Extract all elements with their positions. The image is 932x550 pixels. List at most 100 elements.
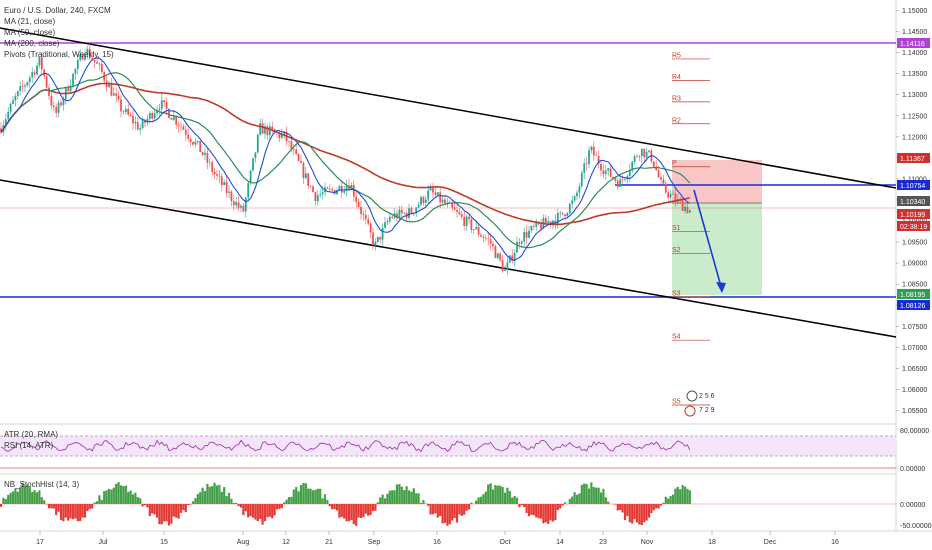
- candle-body: [261, 123, 264, 134]
- stoch-bar: [467, 504, 471, 510]
- candle-body: [86, 48, 89, 55]
- stoch-bar: [659, 504, 663, 506]
- stoch-bar: [103, 491, 106, 504]
- stoch-bar: [652, 504, 655, 511]
- stoch-bar: [227, 492, 231, 504]
- candle-body: [331, 188, 334, 191]
- take-profit-zone: [672, 203, 762, 295]
- stoch-bar: [503, 492, 507, 504]
- stoch-bar: [278, 504, 281, 510]
- candle-body: [672, 193, 674, 195]
- candle-body: [237, 202, 240, 208]
- candle-body: [115, 93, 118, 96]
- stoch-bar: [251, 504, 255, 518]
- candle-body: [580, 172, 583, 187]
- candle-body: [192, 142, 194, 145]
- price-tick-label: 1.09500: [902, 240, 927, 247]
- candle-body: [38, 57, 41, 66]
- candle-body: [372, 232, 374, 246]
- candle-body: [124, 108, 127, 113]
- stoch-bar: [4, 499, 7, 504]
- candle-body: [206, 152, 209, 163]
- candle-body: [148, 112, 151, 119]
- stoch-bar: [304, 483, 307, 504]
- stoch-bar: [165, 504, 168, 522]
- stoch-bar: [16, 491, 19, 504]
- candle-body: [252, 158, 254, 171]
- legend-ma200: MA (200, close): [4, 39, 60, 48]
- badge-target-bg: [897, 289, 930, 299]
- stoch-bar: [179, 504, 183, 513]
- stoch-bar: [328, 504, 331, 507]
- candle-body: [636, 156, 638, 157]
- stoch-bar: [537, 504, 540, 519]
- candle-body: [132, 115, 134, 124]
- candle-body: [93, 60, 96, 63]
- candle-body: [187, 134, 190, 139]
- event-icon[interactable]: [684, 405, 696, 417]
- pivot-label: P: [672, 160, 677, 167]
- price-badges: 1.14116 1.11367 1.10754 1.10340 1.10199 …: [897, 38, 932, 530]
- candle-body: [319, 194, 322, 196]
- stoch-bar: [395, 484, 399, 504]
- candle-body: [247, 183, 250, 198]
- stoch-bar: [175, 504, 178, 518]
- stoch-bar: [347, 504, 351, 522]
- candle-body: [292, 149, 295, 150]
- pivot-levels: R5 R4 R3 R2 P S1 S2 S3 S4 S5: [672, 52, 710, 406]
- candle-body: [664, 183, 667, 193]
- time-tick-label: 16: [433, 539, 441, 546]
- candle-body: [511, 255, 514, 261]
- stoch-bar: [542, 504, 545, 524]
- candle-body: [540, 224, 542, 229]
- candle-body: [295, 149, 298, 155]
- stoch-bar: [388, 490, 391, 504]
- stoch-bar: [59, 504, 63, 521]
- candle-body: [177, 124, 180, 126]
- ma21-line: [0, 57, 691, 262]
- candle-body: [619, 179, 622, 188]
- badge-countdown-bg: [897, 221, 930, 231]
- stoch-bar: [129, 490, 132, 504]
- channel-lower-line[interactable]: [0, 179, 897, 338]
- candle-body: [674, 193, 677, 203]
- stoch-bar: [287, 497, 291, 504]
- candle-body: [28, 77, 31, 83]
- pivot-label: S1: [672, 225, 681, 232]
- candle-body: [669, 194, 672, 198]
- stoch-bar: [189, 504, 192, 505]
- candle-body: [266, 126, 269, 136]
- candle-body: [79, 54, 82, 61]
- candle-body: [189, 138, 192, 143]
- time-tick-label: Oct: [500, 539, 511, 546]
- stoch-bar: [580, 484, 583, 504]
- stoch-bar: [271, 504, 274, 519]
- candle-body: [475, 227, 478, 230]
- stoch-bar: [439, 504, 442, 516]
- price-tick-label: 1.09000: [902, 261, 927, 268]
- candle-body: [362, 213, 365, 215]
- badge-blue-bg: [897, 180, 930, 190]
- stoch-bar: [403, 490, 406, 504]
- candle-body: [530, 226, 533, 231]
- candle-body: [597, 155, 600, 164]
- candle-body: [84, 54, 86, 60]
- stoch-bar: [597, 487, 600, 504]
- candle-body: [559, 212, 562, 214]
- projection-arrow-line[interactable]: [693, 189, 723, 291]
- stoch-bar: [376, 502, 379, 504]
- stoch-bar: [523, 504, 526, 508]
- channel-upper-line[interactable]: [0, 27, 897, 189]
- stoch-bar: [436, 504, 439, 518]
- event-icon[interactable]: [686, 390, 698, 402]
- stoch-bar: [67, 504, 70, 521]
- time-tick-label: Aug: [237, 539, 250, 546]
- stoch-bar: [323, 494, 327, 504]
- time-axis[interactable]: 17 Jul 15 Aug 12 21 Sep 16 Oct 14 23 Nov 18 Dec 16: [36, 531, 839, 546]
- candle-body: [357, 201, 360, 208]
- stoch-bar: [112, 487, 115, 504]
- event-icons[interactable]: 2 5 6 7 2 9: [684, 390, 715, 417]
- stoch-bar: [676, 486, 679, 504]
- stoch-bar: [249, 504, 252, 517]
